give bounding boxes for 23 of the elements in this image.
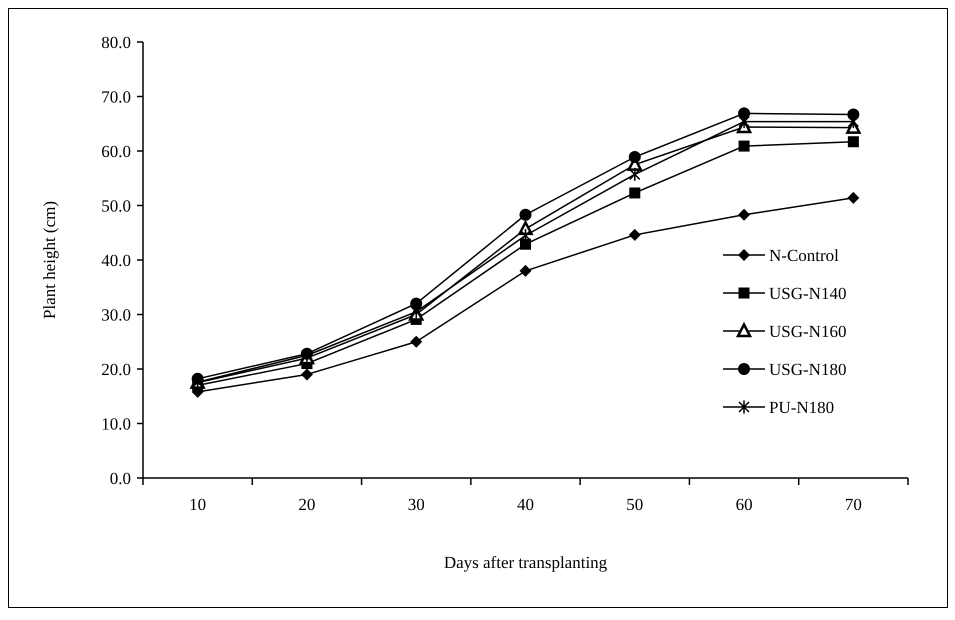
- y-tick-label: 0.0: [110, 468, 131, 488]
- y-tick-label: 20.0: [101, 360, 131, 379]
- x-tick-label: 40: [517, 495, 534, 514]
- y-tick-label: 30.0: [101, 305, 131, 324]
- y-tick-label: 80.0: [101, 32, 131, 52]
- legend-label: USG-N180: [769, 360, 846, 379]
- y-tick-label: 10.0: [101, 414, 131, 434]
- x-axis-title: Days after transplanting: [444, 553, 608, 572]
- x-tick-label: 50: [626, 495, 644, 514]
- x-tick-label: 10: [189, 495, 206, 514]
- x-tick-label: 70: [844, 495, 862, 514]
- y-tick-label: 40.0: [101, 250, 131, 270]
- y-axis-title: Plant height (cm): [40, 200, 59, 320]
- y-tick-label: 70.0: [101, 87, 131, 106]
- y-tick-label: 50.0: [101, 196, 131, 216]
- legend-label: USG-N140: [769, 284, 846, 303]
- x-tick-label: 30: [408, 495, 425, 514]
- y-tick-label: 60.0: [101, 142, 131, 161]
- legend-label: N-Control: [769, 246, 840, 265]
- x-tick-label: 20: [298, 495, 316, 514]
- legend-label: USG-N160: [769, 322, 846, 341]
- x-tick-label: 60: [736, 495, 753, 514]
- legend-label: PU-N180: [769, 398, 834, 417]
